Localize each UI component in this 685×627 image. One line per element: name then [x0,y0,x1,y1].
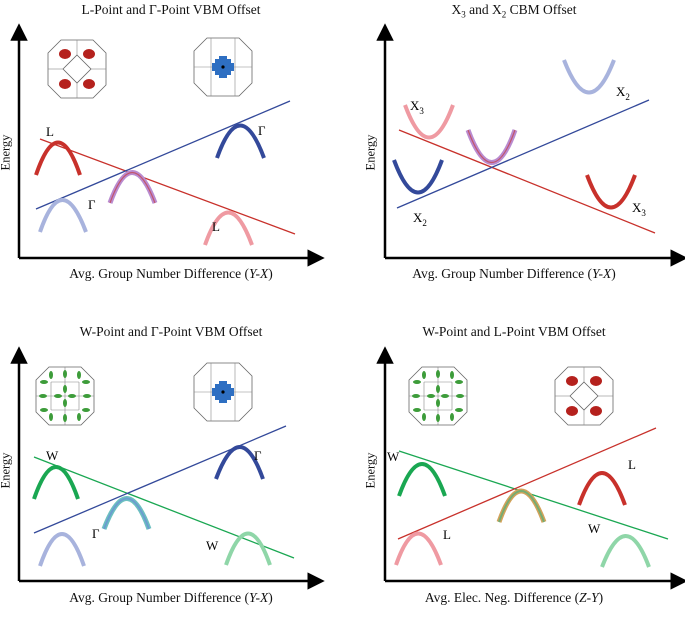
band-line-red [398,129,656,234]
label-x3-upper: X3 [410,98,424,116]
y-axis-label: Energy [0,134,13,171]
label-gamma-lower: Γ [92,526,100,541]
x-axis-label: Avg. Group Number Difference (Y-X) [412,266,616,281]
band-x3-light [403,104,455,140]
band-crossing-core [467,129,516,163]
x-axis-label: Avg. Elec. Neg. Difference (Z-Y) [424,590,604,605]
panel-title: W-Point and Γ-Point VBM Offset [79,324,263,339]
label-w-lower: W [206,538,219,553]
brillouin-zone-w-icon [35,366,95,426]
panel-title: W-Point and L-Point VBM Offset [422,324,606,339]
label-l-lower: L [443,527,451,542]
label-w-upper: W [46,448,59,463]
band-x2-light [562,59,616,95]
band-w-green [32,465,80,500]
band-line-red [397,427,657,540]
band-line-green [33,456,295,559]
band-line-red [39,138,296,235]
panel-title: L-Point and Γ-Point VBM Offset [81,2,261,17]
band-w-green [397,462,447,497]
band-crossing-core [498,490,545,523]
brillouin-zone-gamma-icon [193,37,253,97]
band-line-blue [396,99,650,209]
band-gamma-light [38,532,86,567]
band-crossing-core [109,172,156,204]
band-l-light [394,531,443,566]
band-l-light [203,210,254,246]
panel-w-gamma-vbm: W-Point and Γ-Point VBM Offset [0,322,342,627]
panel-l-gamma-vbm: L-Point and Γ-Point VBM Offset [0,0,342,305]
band-gamma-blue [214,445,265,480]
brillouin-zone-gamma-icon [193,362,253,422]
label-l-lower: L [212,219,220,234]
band-x3-red [585,174,637,210]
label-gamma-upper: Γ [258,123,266,138]
band-gamma-light [38,198,88,233]
label-x2-upper: X2 [616,84,630,102]
label-gamma-upper: Γ [254,448,262,463]
band-x2-blue [392,159,444,195]
brillouin-zone-l-icon [554,366,614,426]
panel-w-l-vbm: W-Point and L-Point VBM Offset [343,322,685,627]
label-w-upper: W [387,449,400,464]
band-w-light [600,534,651,568]
band-gamma-blue [215,123,266,159]
y-axis-label: Energy [0,452,13,489]
band-w-light [224,531,272,566]
label-x2-lower: X2 [413,210,427,228]
brillouin-zone-w-icon [408,366,468,426]
panel-x3-x2-cbm: X3 and X2 CBM Offset X3 X2 X2 X3 Energy … [343,0,685,305]
band-line-blue [35,100,291,210]
brillouin-zone-l-icon [47,39,107,99]
y-axis-label: Energy [363,134,378,171]
label-l-upper: L [46,124,54,139]
label-x3-lower: X3 [632,200,646,218]
label-w-lower: W [588,521,601,536]
band-l-red [577,471,627,506]
x-axis-label: Avg. Group Number Difference (Y-X) [69,266,273,281]
panel-title: X3 and X2 CBM Offset [451,2,577,20]
label-gamma-lower: Γ [88,197,96,212]
x-axis-label: Avg. Group Number Difference (Y-X) [69,590,273,605]
label-l-upper: L [628,457,636,472]
band-l-red [34,140,82,176]
y-axis-label: Energy [363,452,378,489]
band-line-green [398,450,669,540]
band-line-blue [33,425,287,534]
band-crossing-core [103,497,150,530]
